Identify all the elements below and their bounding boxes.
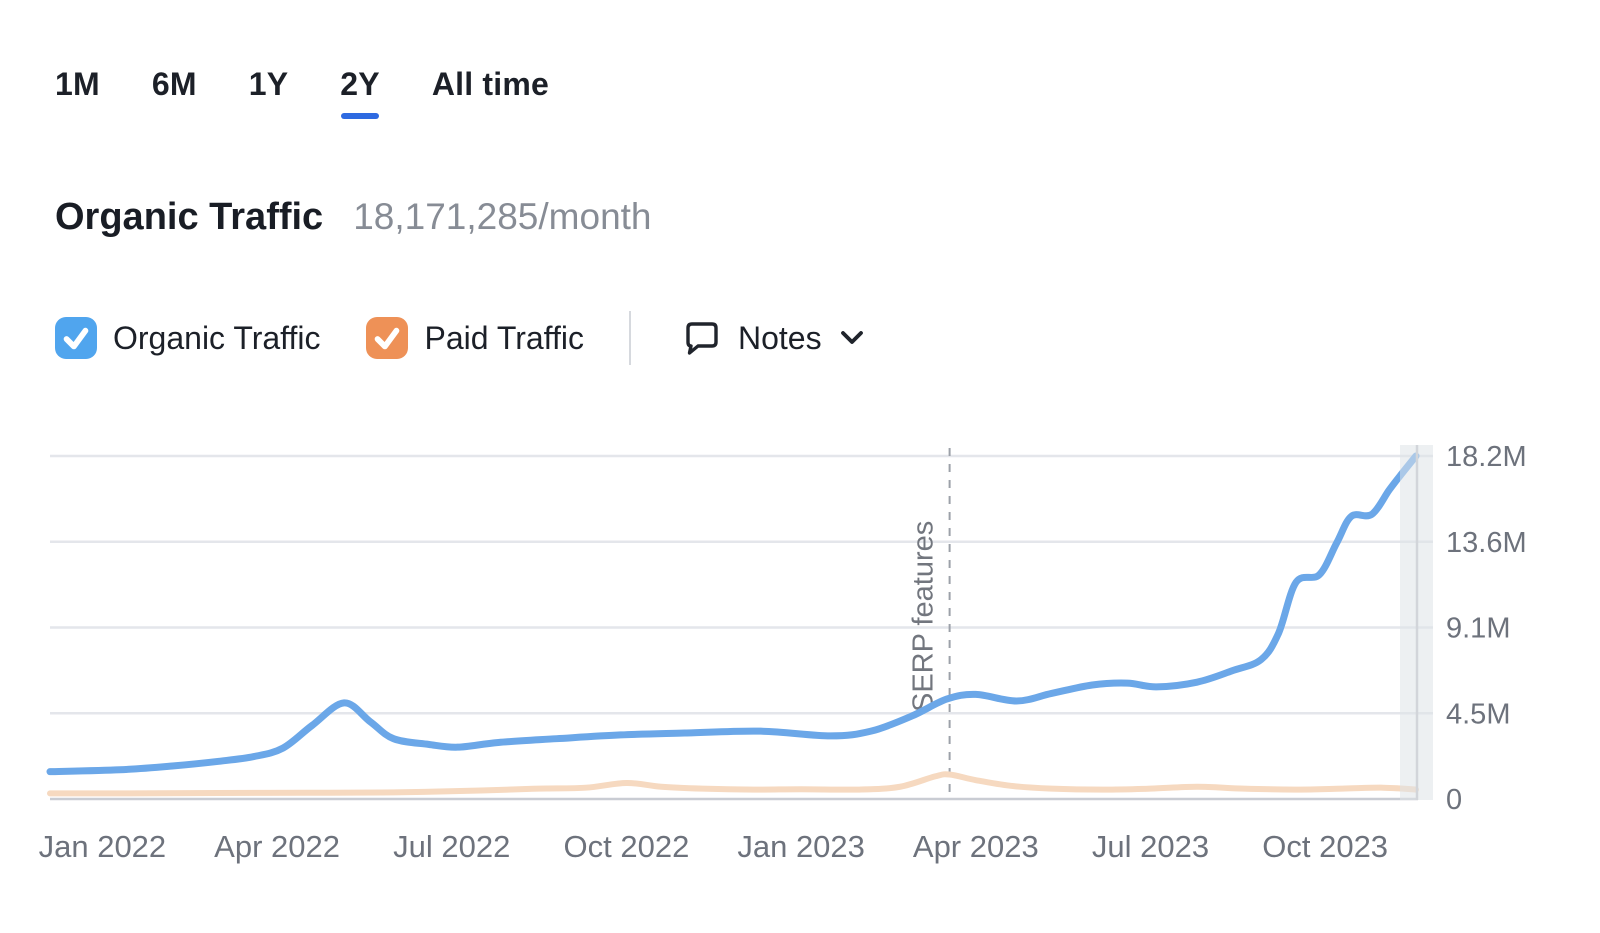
tab-1y[interactable]: 1Y	[248, 66, 289, 102]
notes-button[interactable]: Notes	[681, 316, 864, 360]
time-range-tabs: 1M 6M 1Y 2Y All time	[55, 66, 549, 119]
paid-traffic-label: Paid Traffic	[424, 319, 584, 356]
serp-features-label: SERP features	[908, 521, 940, 712]
x-axis-label: Jul 2022	[393, 829, 510, 864]
x-axis-label: Apr 2023	[913, 829, 1039, 864]
title-row: Organic Traffic 18,171,285/month	[55, 196, 652, 239]
y-axis-label: 4.5M	[1446, 698, 1510, 730]
page-title: Organic Traffic	[55, 196, 324, 238]
notes-bubble-icon	[686, 322, 718, 355]
paid-traffic-line	[47, 771, 1419, 797]
x-axis-label: Oct 2022	[564, 829, 690, 864]
paid-traffic-checkbox[interactable]	[366, 317, 409, 359]
x-axis-label: Apr 2022	[214, 829, 340, 864]
x-axis-label: Oct 2023	[1262, 829, 1388, 864]
legend-row: Organic Traffic Paid Traffic Notes	[55, 311, 864, 365]
y-axis-label: 9.1M	[1446, 613, 1510, 645]
tab-1m[interactable]: 1M	[55, 66, 100, 102]
legend-divider	[628, 311, 631, 365]
notes-label: Notes	[737, 319, 822, 356]
chevron-down-icon	[840, 331, 863, 344]
organic-traffic-line	[46, 452, 1420, 776]
check-icon	[63, 327, 89, 350]
traffic-value: 18,171,285/month	[353, 196, 652, 237]
x-axis-label: Jan 2023	[737, 829, 865, 864]
y-axis-label: 13.6M	[1446, 527, 1527, 559]
organic-traffic-label: Organic Traffic	[113, 319, 321, 356]
x-axis-label: Jan 2022	[39, 829, 167, 864]
organic-traffic-checkbox[interactable]	[55, 317, 97, 359]
x-axis-label: Jul 2023	[1092, 829, 1209, 864]
tab-2y[interactable]: 2Y	[340, 66, 380, 119]
check-icon	[375, 327, 400, 350]
tab-all-time[interactable]: All time	[431, 66, 549, 102]
tab-6m[interactable]: 6M	[151, 66, 197, 102]
y-axis-label: 0	[1446, 784, 1462, 816]
traffic-chart: SERP features 18.2M 13.6M 9.1M 4.5M 0 Jan 2022…	[39, 441, 1527, 864]
y-axis-label: 18.2M	[1446, 441, 1527, 473]
